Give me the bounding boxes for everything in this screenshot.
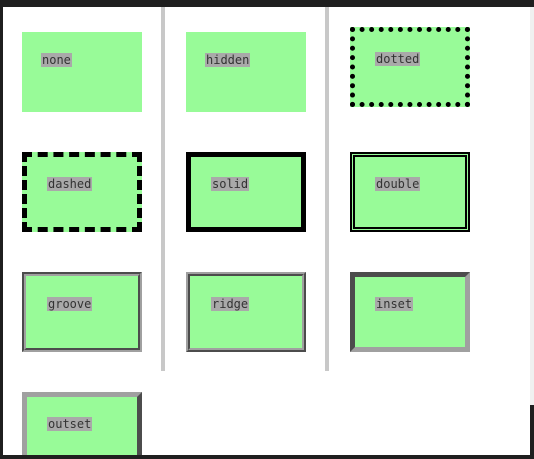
box-label: dotted [375,52,421,66]
box-dashed: dashed [22,152,142,232]
box-solid: solid [186,152,306,232]
box-label: dashed [47,177,93,191]
page-content: none hidden dotted dashed solid double g… [3,7,530,455]
box-outset: outset [22,392,142,455]
box-groove: groove [22,272,142,352]
box-label: solid [211,177,250,191]
box-inset: inset [350,272,470,352]
column-rule-2 [325,7,329,371]
box-label: none [41,53,72,67]
box-label: inset [375,297,414,311]
box-ridge: ridge [186,272,306,352]
box-hidden: hidden [186,32,306,112]
column-rule-1 [161,7,165,371]
box-dotted: dotted [350,27,470,107]
vertical-scrollbar[interactable] [530,7,534,405]
box-double: double [350,152,470,232]
box-label: groove [47,297,93,311]
box-label: double [375,177,421,191]
box-label: outset [47,417,93,431]
box-label: hidden [205,53,251,67]
box-label: ridge [211,297,250,311]
box-none: none [22,32,142,112]
